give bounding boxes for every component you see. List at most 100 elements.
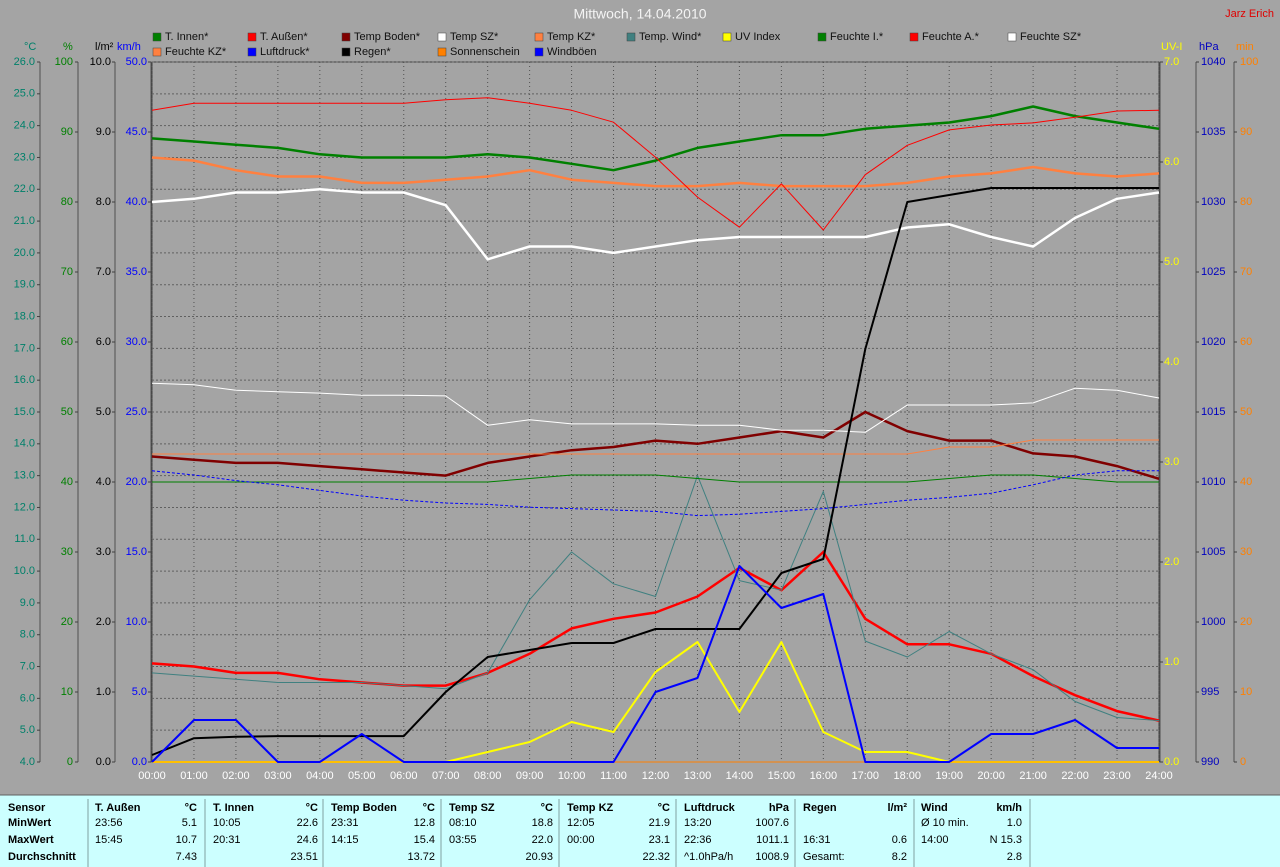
series-line bbox=[151, 475, 1160, 722]
y-tick-label: 45.0 bbox=[126, 126, 147, 138]
y-tick-label: 80 bbox=[61, 196, 73, 208]
y-tick-label: 20 bbox=[61, 616, 73, 628]
series-line bbox=[152, 439, 1159, 455]
y-tick-label: 20.0 bbox=[126, 476, 147, 488]
y-tick-label: 9.0 bbox=[20, 597, 35, 609]
legend-marker bbox=[341, 32, 351, 42]
stats-unit: km/h bbox=[996, 802, 1022, 814]
y-tick-label: 0 bbox=[1240, 756, 1246, 768]
x-tick-label: 07:00 bbox=[432, 770, 460, 782]
y-tick-label: 90 bbox=[61, 126, 73, 138]
y-tick-label: 7.0 bbox=[96, 266, 111, 278]
stats-time: 22:36 bbox=[684, 834, 712, 846]
legend-label: Windböen bbox=[547, 46, 597, 58]
y-tick-label: 11.0 bbox=[14, 533, 35, 545]
y-tick-label: 0.0 bbox=[1164, 756, 1179, 768]
y-tick-label: 3.0 bbox=[96, 546, 111, 558]
stats-value: 13.72 bbox=[407, 851, 435, 863]
y-tick-label: 23.0 bbox=[14, 151, 35, 163]
stats-value: 8.2 bbox=[892, 851, 907, 863]
y-tick-label: 5.0 bbox=[1164, 256, 1179, 268]
stats-value: 22.32 bbox=[642, 851, 670, 863]
y-tick-label: 80 bbox=[1240, 196, 1252, 208]
series-line bbox=[151, 105, 1160, 172]
y-tick-label: 0 bbox=[67, 756, 73, 768]
legend-label: UV Index bbox=[735, 31, 781, 43]
stats-header: Wind bbox=[921, 802, 948, 814]
stats-header: Temp Boden bbox=[331, 802, 397, 814]
stats-time: 20:31 bbox=[213, 834, 241, 846]
y-tick-label: 1005 bbox=[1201, 546, 1225, 558]
stats-value: 23.1 bbox=[649, 834, 670, 846]
y-tick-label: 16.0 bbox=[14, 374, 35, 386]
y-tick-label: 10.0 bbox=[126, 616, 147, 628]
x-tick-label: 00:00 bbox=[138, 770, 166, 782]
series-line bbox=[151, 410, 1160, 480]
y-tick-label: 15.0 bbox=[14, 406, 35, 418]
series-line bbox=[151, 156, 1160, 188]
stats-value: 1011.1 bbox=[756, 834, 789, 846]
series-line bbox=[152, 474, 1159, 483]
legend-marker bbox=[247, 47, 257, 57]
y-tick-label: 70 bbox=[61, 266, 73, 278]
legend-label: Luftdruck* bbox=[260, 46, 310, 58]
y-tick-label: 10 bbox=[61, 686, 73, 698]
x-tick-label: 15:00 bbox=[768, 770, 796, 782]
stats-time: 23:56 bbox=[95, 817, 123, 829]
stats-value: 7.43 bbox=[176, 851, 197, 863]
x-tick-label: 21:00 bbox=[1019, 770, 1047, 782]
stats-value: 18.8 bbox=[532, 817, 553, 829]
legend-marker bbox=[152, 32, 162, 42]
y-tick-label: 17.0 bbox=[14, 342, 35, 354]
y-tick-label: 100 bbox=[55, 56, 73, 68]
y-tick-label: 5.0 bbox=[132, 686, 147, 698]
stats-time: 03:55 bbox=[449, 834, 477, 846]
y-tick-label: 50 bbox=[1240, 406, 1252, 418]
x-tick-label: 03:00 bbox=[264, 770, 292, 782]
y-tick-label: 5.0 bbox=[20, 724, 35, 736]
legend-label: Feuchte I.* bbox=[830, 31, 884, 43]
legend-marker bbox=[534, 47, 544, 57]
y-tick-label: 40 bbox=[61, 476, 73, 488]
y-tick-label: 8.0 bbox=[96, 196, 111, 208]
legend-marker bbox=[437, 32, 447, 42]
y-tick-label: 30 bbox=[61, 546, 73, 558]
chart-title: Mittwoch, 14.04.2010 bbox=[573, 6, 706, 22]
axis-title: °C bbox=[24, 41, 36, 53]
stats-row-label: Sensor bbox=[8, 802, 46, 814]
stats-value: 20.93 bbox=[525, 851, 553, 863]
y-tick-label: 7.0 bbox=[1164, 56, 1179, 68]
stats-header: Luftdruck bbox=[684, 802, 736, 814]
y-tick-label: 60 bbox=[1240, 336, 1252, 348]
y-tick-label: 6.0 bbox=[1164, 156, 1179, 168]
y-tick-label: 4.0 bbox=[1164, 356, 1179, 368]
y-tick-label: 25.0 bbox=[14, 88, 35, 100]
stats-time: 13:20 bbox=[684, 817, 712, 829]
legend-label: Feuchte KZ* bbox=[165, 46, 227, 58]
stats-row-label: Durchschnitt bbox=[8, 851, 76, 863]
y-tick-label: 990 bbox=[1201, 756, 1219, 768]
axis-title: km/h bbox=[117, 41, 141, 53]
y-tick-label: 995 bbox=[1201, 686, 1219, 698]
stats-time: 14:00 bbox=[921, 834, 949, 846]
y-tick-label: 40.0 bbox=[126, 196, 147, 208]
y-tick-label: 18.0 bbox=[14, 310, 35, 322]
stats-unit: °C bbox=[185, 802, 197, 814]
y-tick-label: 35.0 bbox=[126, 266, 147, 278]
y-tick-label: 60 bbox=[61, 336, 73, 348]
legend-marker bbox=[247, 32, 257, 42]
series-line bbox=[151, 565, 1159, 763]
series-line bbox=[151, 382, 1160, 433]
stats-value: 21.9 bbox=[649, 817, 670, 829]
y-tick-label: 1035 bbox=[1201, 126, 1225, 138]
y-tick-label: 10.0 bbox=[90, 56, 111, 68]
y-tick-label: 1040 bbox=[1201, 56, 1225, 68]
x-tick-label: 19:00 bbox=[935, 770, 963, 782]
series-line bbox=[151, 97, 1160, 231]
stats-value: 22.6 bbox=[297, 817, 318, 829]
y-tick-label: 8.0 bbox=[20, 629, 35, 641]
stats-time: 14:15 bbox=[331, 834, 359, 846]
y-tick-label: 10 bbox=[1240, 686, 1252, 698]
stats-unit: °C bbox=[306, 802, 318, 814]
